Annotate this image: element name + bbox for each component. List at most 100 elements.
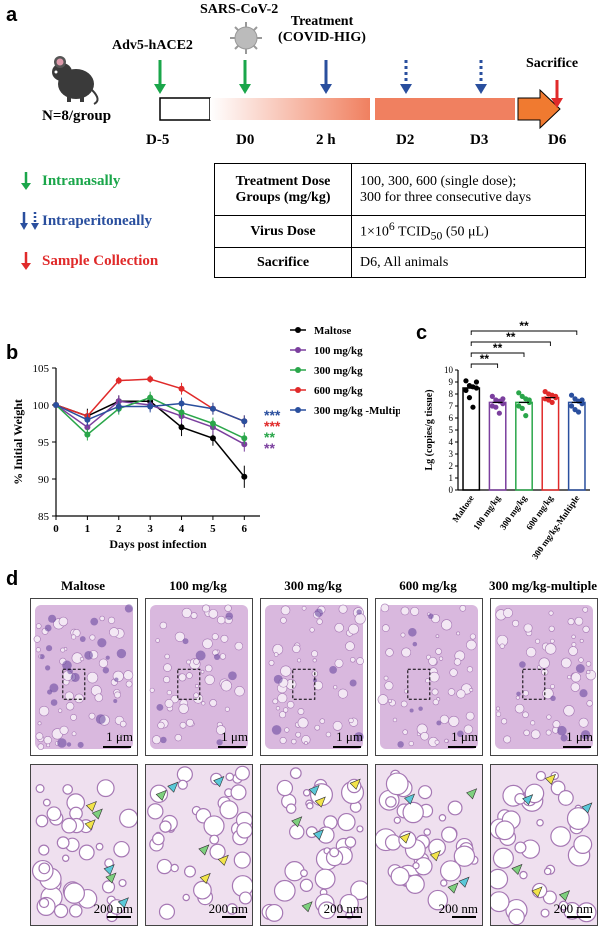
alveolus — [209, 843, 226, 860]
alveolus — [37, 743, 45, 750]
day-label: D2 — [396, 132, 415, 148]
alveolus — [226, 903, 238, 915]
alveolus — [431, 688, 439, 696]
alveolus — [176, 766, 193, 783]
alveolus — [385, 772, 409, 796]
alveolus — [297, 658, 302, 663]
legend-label: Maltose — [314, 325, 351, 337]
alveolus — [566, 807, 590, 830]
histology-column-header: 100 mg/kg — [169, 578, 227, 593]
tissue-texture — [495, 605, 597, 749]
data-point — [241, 473, 248, 480]
alveolus — [383, 675, 389, 681]
scale-bar-label: 200 nm — [323, 901, 363, 916]
alveolus — [68, 904, 83, 918]
alveolus — [567, 618, 575, 626]
timeline-pre-segment — [159, 97, 211, 121]
infiltrate — [228, 671, 237, 681]
alveolus — [201, 701, 206, 706]
treatment-label-line2: (COVID-HIG) — [278, 30, 366, 45]
alveolus — [448, 715, 460, 727]
infiltrate — [124, 604, 133, 613]
alveolus — [147, 803, 164, 820]
alveolus — [123, 670, 134, 681]
x-tick-label: Maltose — [450, 493, 476, 524]
data-point — [241, 435, 248, 442]
infiltrate — [579, 689, 588, 698]
bar — [488, 401, 507, 491]
alveolus — [466, 666, 474, 673]
significance-label: ** — [506, 330, 516, 344]
alveolus — [466, 639, 477, 651]
alveolus — [202, 638, 213, 649]
alveolus — [159, 621, 168, 630]
data-point — [523, 413, 529, 419]
alveolus — [200, 669, 205, 674]
alveolus — [286, 701, 295, 709]
alveolus — [420, 731, 429, 741]
alveolus — [388, 699, 393, 704]
alveolus — [515, 695, 520, 700]
timeline-arrow-head — [517, 88, 561, 130]
alveolus — [432, 699, 439, 706]
scale-bar-label: 1 μm — [221, 729, 248, 744]
y-tick-label: 4 — [449, 437, 454, 447]
treatment-label: Treatment (COVID-HIG) — [276, 14, 368, 46]
histology-column-header: 300 mg/kg — [284, 578, 342, 593]
arrowhead-marker — [447, 882, 459, 894]
tissue-texture — [376, 769, 479, 918]
alveolus — [164, 699, 174, 708]
infiltrate — [113, 699, 118, 704]
table-header-line: Treatment Dose — [235, 173, 331, 189]
alveolus — [159, 820, 172, 833]
alveolus — [313, 680, 323, 691]
group-size-label: N=8/group — [42, 108, 112, 124]
alveolus — [405, 874, 425, 894]
legend-item-sample: Sample Collection — [20, 248, 158, 274]
alveolus — [183, 865, 197, 878]
arrowhead-marker — [314, 796, 326, 808]
virus-dose-unit: TCID — [394, 224, 431, 240]
infiltrate — [408, 628, 417, 637]
alveolus — [332, 721, 343, 731]
histology-high-mag-image: 200 nm — [30, 764, 138, 926]
histology-column-header: Maltose — [60, 578, 106, 593]
alveolus — [312, 658, 317, 663]
data-point — [500, 401, 506, 407]
arrowhead-marker — [291, 816, 303, 828]
alveolus — [311, 650, 318, 658]
alveolus — [334, 623, 344, 633]
data-point — [241, 418, 248, 425]
legend-marker — [295, 327, 301, 333]
arrowhead-marker — [84, 819, 96, 831]
data-point — [470, 404, 476, 410]
histology-high-mag-image: 200 nm — [145, 764, 253, 926]
alveolus — [543, 867, 552, 876]
alveolus — [285, 803, 297, 814]
alveolus — [280, 605, 291, 616]
alveolus — [456, 631, 461, 636]
alveolus — [38, 862, 51, 875]
alveolus — [412, 862, 420, 870]
infiltrate — [44, 624, 52, 632]
y-tick-label: 0 — [449, 485, 454, 495]
data-point — [84, 431, 91, 438]
alveolus — [203, 815, 225, 837]
alveolus — [157, 721, 165, 730]
x-tick-label: 2 — [116, 523, 122, 535]
scale-bar-label: 200 nm — [208, 901, 248, 916]
significance-label: ** — [480, 352, 490, 366]
alveolus — [219, 653, 227, 660]
alveolus — [418, 785, 433, 800]
alveolus — [118, 878, 127, 888]
table-header: Sacrifice — [214, 247, 352, 278]
table-cell: 100, 300, 600 (single dose); 300 for thre… — [351, 163, 586, 216]
alveolus — [280, 617, 287, 624]
infiltrate — [48, 614, 57, 623]
alveolus — [548, 625, 555, 632]
table-cell: 1×106 TCID50 (50 μL) — [351, 215, 586, 248]
infiltrate — [349, 679, 357, 687]
alveolus — [279, 736, 287, 744]
bar — [462, 387, 481, 491]
alveolus — [53, 903, 69, 919]
